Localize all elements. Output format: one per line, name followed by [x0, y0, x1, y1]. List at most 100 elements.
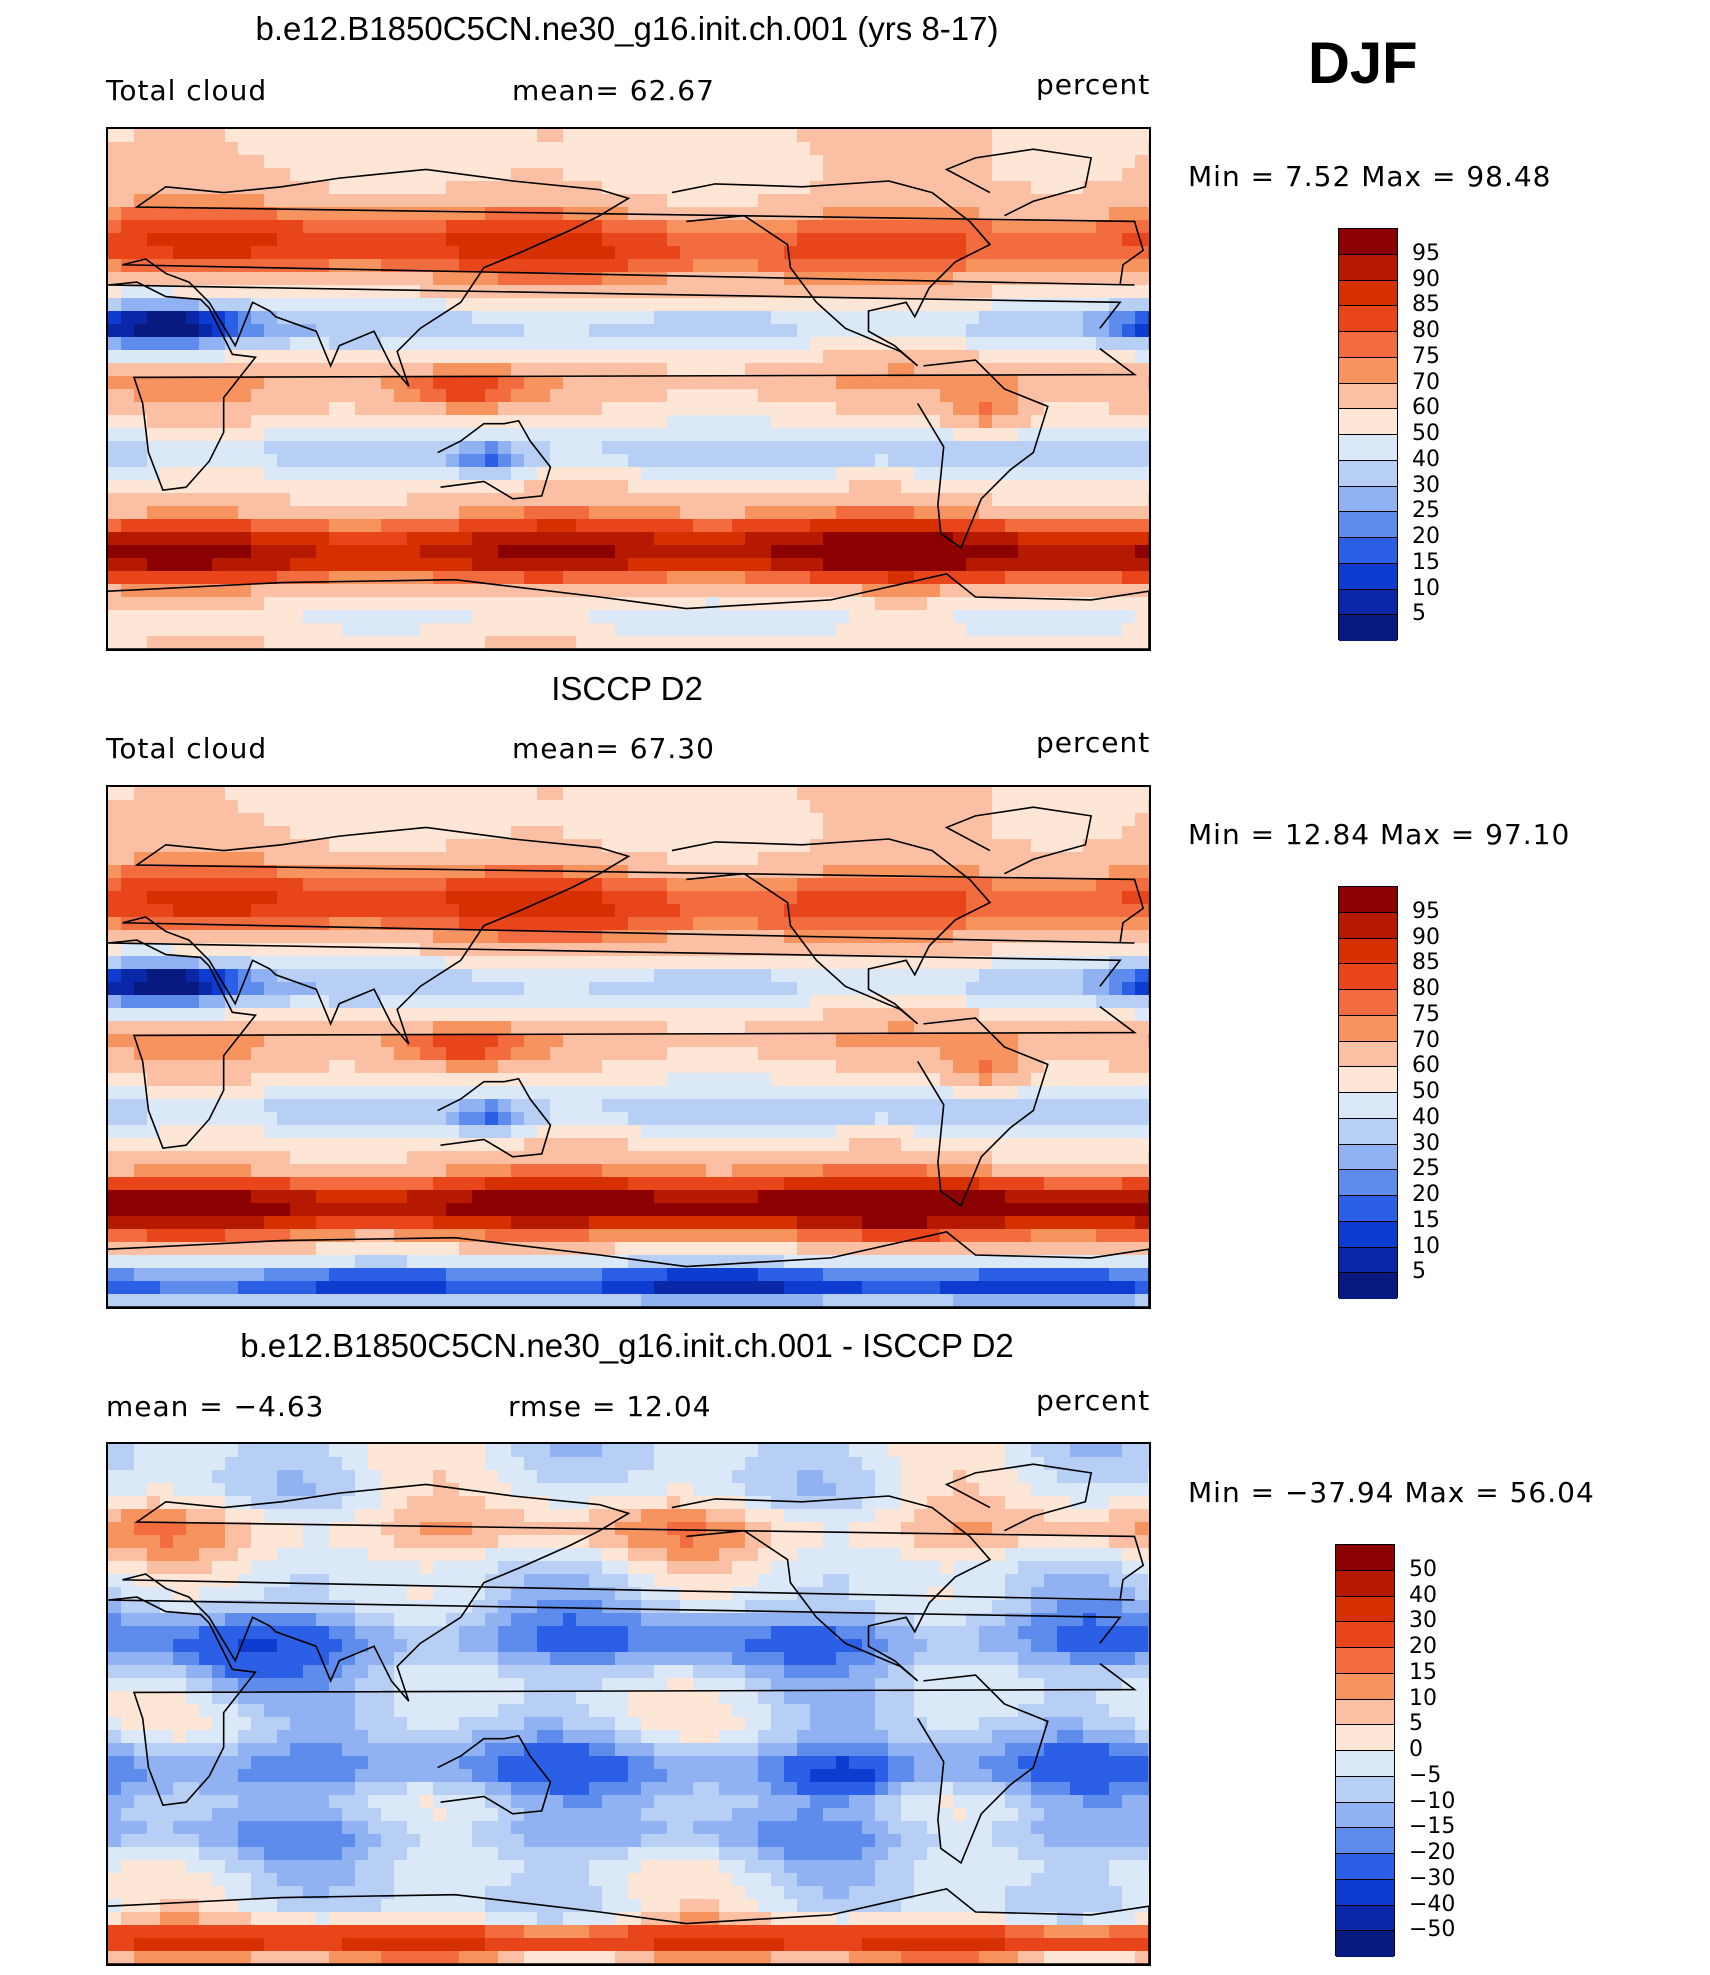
map-cell [264, 168, 278, 182]
map-cell [875, 636, 889, 649]
map-cell [992, 389, 1006, 403]
map-cell [901, 285, 915, 299]
map-cell [940, 402, 954, 416]
map-cell [290, 350, 304, 364]
map-cell [290, 558, 304, 572]
map-cell [303, 636, 317, 649]
map-cell [303, 878, 317, 892]
map-cell [823, 181, 837, 195]
map-cell [251, 969, 265, 983]
map-cell [1070, 623, 1084, 637]
map-cell [1005, 454, 1019, 468]
map-cell [394, 246, 408, 260]
map-cell [511, 826, 525, 840]
map-cell [823, 1034, 837, 1048]
map-cell [745, 787, 759, 801]
map-cell [680, 1047, 694, 1061]
map-cell [992, 813, 1006, 827]
map-cell [797, 943, 811, 957]
map-cell [147, 904, 161, 918]
map-cell [1109, 558, 1123, 572]
map-cell [1135, 943, 1149, 957]
map-cell [836, 402, 850, 416]
map-cell [797, 545, 811, 559]
map-cell [160, 207, 174, 221]
map-cell [810, 415, 824, 429]
map-cell [186, 1021, 200, 1035]
map-cell [823, 285, 837, 299]
map-cell [784, 956, 798, 970]
map-cell [1083, 311, 1097, 325]
map-cell [771, 610, 785, 624]
map-cell [1057, 545, 1071, 559]
map-cell [849, 545, 863, 559]
map-cell [849, 285, 863, 299]
map-cell [732, 337, 746, 351]
map-cell [784, 207, 798, 221]
map-cell [108, 376, 122, 390]
map-cell [1018, 623, 1032, 637]
map-cell [459, 969, 473, 983]
map-cell [1148, 298, 1149, 312]
map-cell [251, 493, 265, 507]
map-cell [1083, 324, 1097, 338]
map-cell [953, 194, 967, 208]
map-cell [1005, 415, 1019, 429]
map-cell [199, 480, 213, 494]
map-cell [199, 350, 213, 364]
map-cell [199, 891, 213, 905]
map-cell [498, 982, 512, 996]
map-cell [745, 519, 759, 533]
map-cell [693, 545, 707, 559]
map-cell [641, 878, 655, 892]
map-cell [199, 376, 213, 390]
map-cell [498, 363, 512, 377]
map-cell [433, 259, 447, 273]
map-cell [914, 982, 928, 996]
map-cell [212, 545, 226, 559]
map-cell [186, 1008, 200, 1022]
map-cell [225, 428, 239, 442]
map-cell [394, 800, 408, 814]
map-cell [719, 558, 733, 572]
map-cell [706, 155, 720, 169]
map-cell [966, 930, 980, 944]
map-cell [225, 506, 239, 520]
map-cell [615, 1021, 629, 1035]
map-cell [771, 441, 785, 455]
map-cell [706, 402, 720, 416]
map-cell [1083, 376, 1097, 390]
map-cell [550, 904, 564, 918]
map-cell [680, 852, 694, 866]
map-cell [550, 1021, 564, 1035]
map-cell [758, 943, 772, 957]
map-cell [849, 493, 863, 507]
map-cell [1070, 259, 1084, 273]
map-cell [524, 558, 538, 572]
map-cell [342, 350, 356, 364]
map-cell [537, 194, 551, 208]
panel1-title: b.e12.B1850C5CN.ne30_g16.init.ch.001 (yr… [255, 10, 999, 47]
map-cell [693, 467, 707, 481]
map-cell [524, 298, 538, 312]
map-cell [667, 324, 681, 338]
map-cell [901, 428, 915, 442]
map-cell [368, 558, 382, 572]
map-cell [940, 813, 954, 827]
map-cell [1109, 584, 1123, 598]
map-cell [992, 298, 1006, 312]
map-cell [563, 852, 577, 866]
map-cell [459, 839, 473, 853]
map-cell [160, 1008, 174, 1022]
map-field [108, 787, 1149, 1307]
map-cell [238, 610, 252, 624]
map-cell [433, 272, 447, 286]
map-cell [1096, 1008, 1110, 1022]
map-cell [433, 878, 447, 892]
map-cell [381, 1034, 395, 1048]
map-cell [1031, 350, 1045, 364]
map-cell [1005, 506, 1019, 520]
map-cell [511, 839, 525, 853]
map-cell [277, 324, 291, 338]
map-cell [238, 584, 252, 598]
